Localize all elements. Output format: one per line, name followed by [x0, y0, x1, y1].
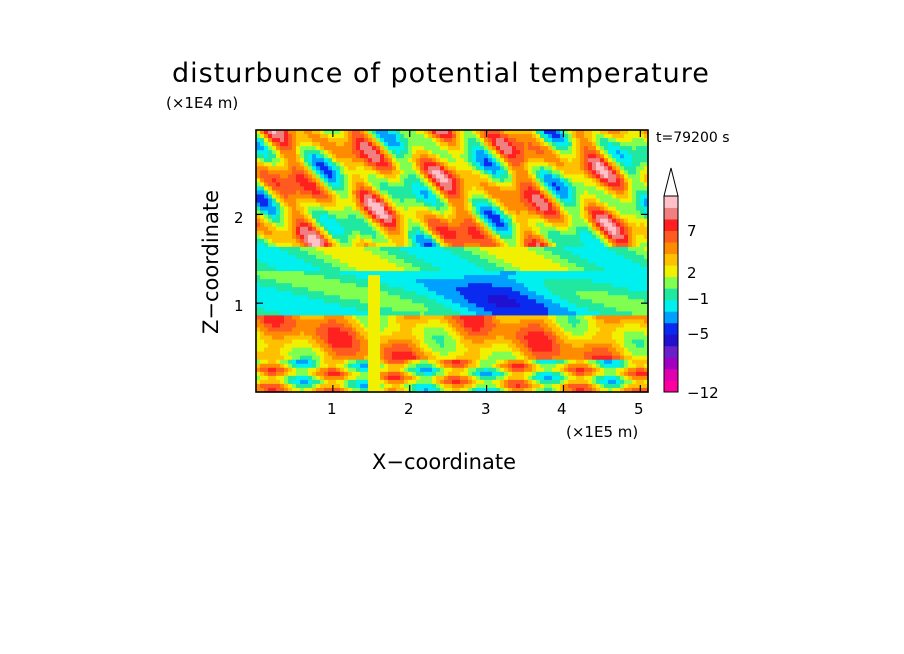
colorbar-swatch [664, 334, 678, 347]
contour-field [256, 130, 649, 393]
colorbar-swatch [664, 368, 678, 381]
y-unit-label: (×1E4 m) [166, 94, 239, 112]
plot-frame [255, 129, 649, 393]
colorbar-swatch [664, 322, 678, 335]
x-tick-label: 5 [634, 400, 644, 418]
colorbar-swatch [664, 276, 678, 289]
colorbar-swatch [664, 288, 678, 301]
colorbar-swatch [664, 219, 678, 231]
time-label: t=79200 s [656, 130, 730, 146]
colorbar-swatch [664, 230, 678, 243]
x-axis-label: X−coordinate [372, 450, 516, 474]
y-tick-label: 1 [234, 297, 244, 315]
x-tick-label: 2 [404, 400, 414, 418]
y-tick-label: 2 [234, 209, 244, 227]
colorbar-label: 2 [687, 264, 697, 282]
colorbar-swatch [664, 207, 678, 220]
colorbar-label: −12 [687, 384, 719, 402]
colorbar-swatch [664, 196, 678, 208]
colorbar-swatch [664, 311, 678, 324]
colorbar-swatch [664, 253, 678, 266]
colorbar-extend-arrow [663, 167, 679, 197]
colorbar-swatch [664, 380, 678, 393]
colorbar-swatch [664, 242, 678, 255]
colorbar-label: −5 [687, 325, 710, 343]
colorbar-label: −1 [687, 290, 710, 308]
x-tick-label: 4 [557, 400, 567, 418]
x-tick-label: 3 [481, 400, 491, 418]
colorbar-label: 7 [687, 222, 697, 240]
colorbar-swatch [664, 265, 678, 278]
chart-title: disturbunce of potential temperature [172, 58, 710, 89]
colorbar-swatch [664, 345, 678, 358]
x-tick-label: 1 [327, 400, 337, 418]
colorbar-swatch [664, 299, 678, 312]
x-unit-label: (×1E5 m) [566, 423, 639, 441]
colorbar-swatch [664, 357, 678, 370]
